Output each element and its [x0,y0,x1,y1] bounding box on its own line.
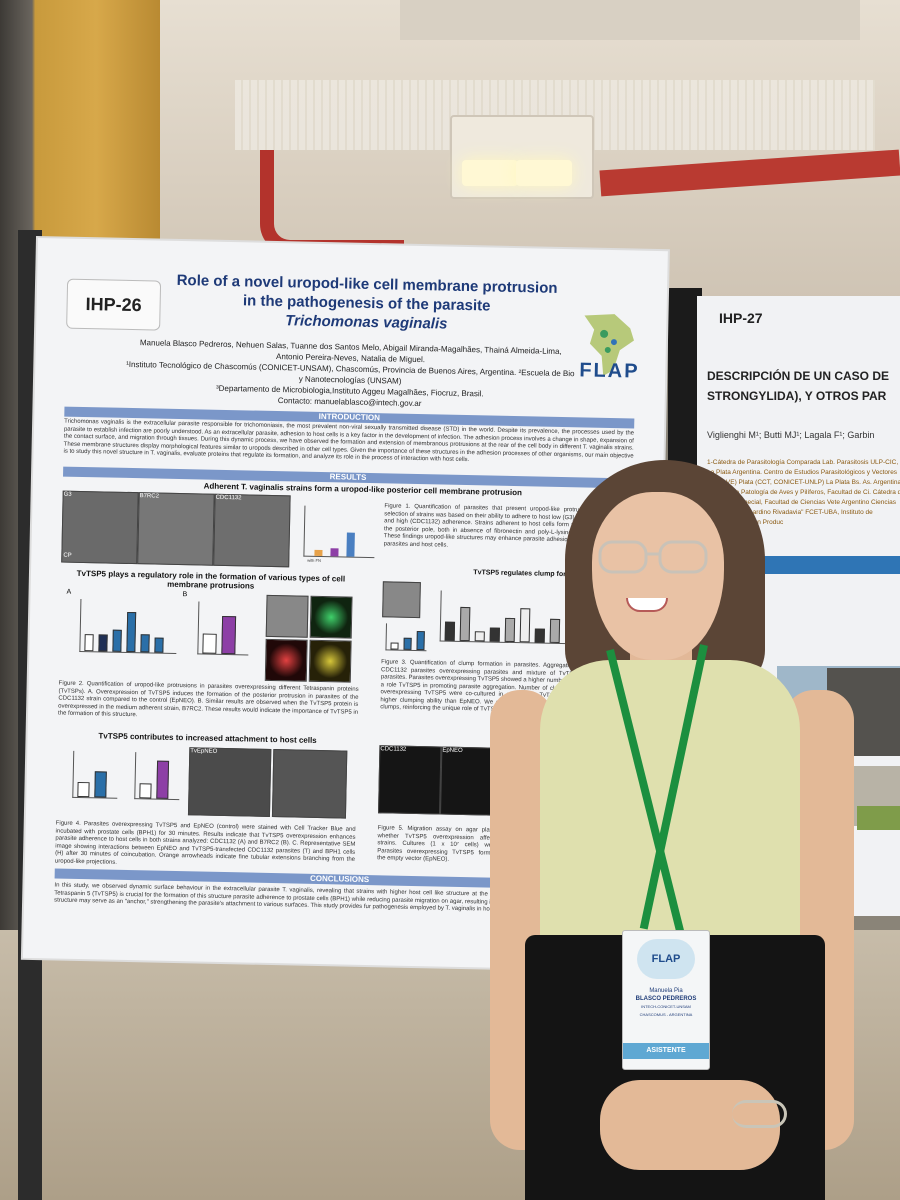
poster-code: IHP-27 [719,310,763,326]
microscopy-image: B7RC2 [137,492,215,566]
fluorescence-image [265,594,309,638]
attachment-heading: TvTSP5 contributes to increased attachme… [98,731,317,745]
badge-last-name: BLASCO PEDREROS [635,996,697,1002]
chart-bar [459,607,471,642]
image-label: TvEpNEO [190,748,218,755]
chart-bar [519,608,531,643]
chart-bar [77,782,90,798]
chart-bar [98,634,108,652]
image-label: G3 [63,491,72,498]
chart-bar [154,637,164,653]
chart-bar [444,621,456,641]
chart-bar [94,770,107,798]
light-bulb [516,160,572,186]
photo-image [857,806,900,830]
flap-map-logo [584,314,634,376]
sem-image [271,749,348,819]
badge-institution: INTECH-CONICET-UNSAM [641,1004,691,1009]
image-label: CDC1132 [215,494,242,502]
panel-label: A [66,588,72,596]
badge-name: Manuela Pia BLASCO PEDREROS INTECH-CONIC… [623,987,709,1019]
microscopy-image: CDC1132 [213,493,291,568]
agar-plate-image: CDC1132 [378,745,442,815]
chart-x-label: with FN [307,557,321,563]
red-duct-pipe [260,150,404,254]
sem-image: TvEpNEO [187,747,272,817]
ceiling-light-fixture [450,115,594,199]
poster-authors: Manuela Blasco Pedreros, Nehuen Salas, T… [125,337,576,412]
figure-1-chart [303,505,376,559]
light-bulb [462,160,518,186]
poster-title: Role of a novel uropod-like cell membran… [171,271,562,336]
figure-3-small-chart [385,623,427,652]
chart-bar [139,783,152,799]
chart-bar [403,637,412,650]
panel-label: B [182,591,188,599]
microscopy-image: G3 [61,490,139,565]
fluorescence-image [264,638,308,682]
chart-bar [140,633,150,653]
poster-authors: Viglienghi M¹; Butti MJ¹; Lagala F¹; Gar… [707,430,875,440]
chart-bar [112,629,122,652]
image-label: EpNEO [442,747,463,755]
poster-code: IHP-26 [66,278,162,331]
figure-5-caption: Figure 5. Migration assay on agar plates… [377,825,498,863]
fluorescence-image [309,595,353,639]
chart-bar [504,617,516,643]
badge-location: CHASCOMUS - ARGENTINA [639,1012,693,1017]
tvtsp5-heading: TvTSP5 plays a regulatory role in the fo… [76,568,346,591]
ceiling-beam [400,0,860,40]
chart-bar [474,631,485,642]
name-badge: FLAP Manuela Pia BLASCO PEDREROS INTECH-… [622,930,710,1070]
chart-bar [202,633,217,654]
badge-first-name: Manuela Pia [649,988,683,994]
glasses-icon [598,540,708,574]
chart-bar [221,615,237,655]
poster-title: DESCRIPCIÓN DE UN CASO DE STRONGYLIDA), … [707,369,890,403]
chart-bar [126,611,137,653]
agar-plate-image: EpNEO [440,746,494,816]
chart-bar [534,628,545,643]
image-label: B7RC2 [139,493,160,500]
bracelet [732,1100,787,1128]
fluorescence-image [308,639,352,683]
figure-2-caption: Figure 2. Quantification of uropod-like … [57,680,359,719]
image-label: CP [63,552,72,559]
figure-2a-chart [79,598,178,654]
person-face [592,492,724,660]
figure-4b-chart [134,752,181,801]
flap-logo-text: FLAP [579,359,640,383]
chart-bar [346,532,355,557]
chart-bar [156,760,170,799]
figure-2b-chart [197,601,250,656]
chart-bar [489,627,500,642]
image-label: CDC1132 [380,746,407,753]
badge-flap-logo: FLAP [637,939,695,979]
poster-ihp-26: IHP-26 Role of a novel uropod-like cell … [22,238,668,972]
chart-bar [549,618,561,644]
chart-bar [390,642,399,650]
chart-bar [416,630,425,651]
chart-bar [84,634,94,652]
figure-4a-chart [72,750,119,799]
chart-bar [330,548,339,557]
figure-4-caption: Figure 4. Parasites overexpressing TvTSP… [54,820,356,866]
chart-bar [314,549,323,557]
badge-role: ASISTENTE [623,1043,709,1059]
microscopy-image [382,581,421,619]
